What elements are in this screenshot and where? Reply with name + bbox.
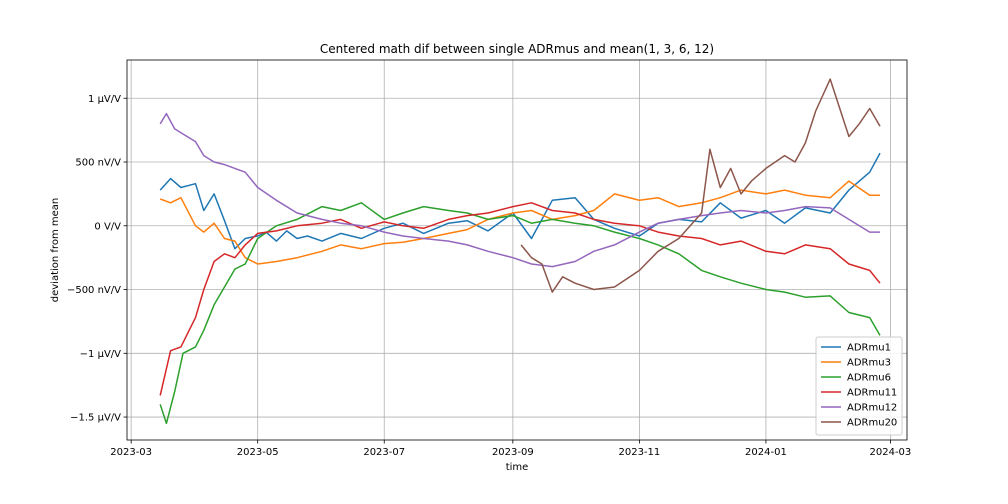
series-lines [159,78,881,425]
legend-label: ADRmu12 [847,403,897,414]
x-tick-label: 2023-03 [110,447,152,458]
legend-label: ADRmu1 [847,343,891,354]
legend-label: ADRmu3 [847,358,891,369]
y-tick-label: 0 V/V [94,221,121,232]
series-line-adrmu11 [159,202,881,396]
x-tick-label: 2023-11 [618,447,660,458]
x-axis-ticks: 2023-03 2023-05 2023-07 2023-09 2023-11 2024-… [110,440,911,458]
x-tick-label: 2023-05 [237,447,279,458]
y-tick-label: 500 nV/V [75,158,121,169]
y-tick-label: −500 nV/V [67,285,121,296]
y-tick-label: 1 µV/V [88,94,121,105]
series-line-adrmu6 [159,202,881,425]
chart-title: Centered math dif between single ADRmus … [320,42,714,56]
legend-label: ADRmu6 [847,373,891,384]
x-axis-label: time [506,462,529,473]
x-tick-label: 2023-09 [492,447,534,458]
x-tick-label: 2024-03 [870,447,912,458]
x-tick-label: 2024-01 [745,447,787,458]
plot-frame [126,59,908,441]
legend-label: ADRmu11 [847,388,897,399]
y-tick-label: −1 µV/V [80,349,121,360]
grid-lines [127,60,907,440]
legend-label: ADRmu20 [847,418,897,429]
y-axis-ticks: −1.5 µV/V −1 µV/V −500 nV/V 0 V/V 500 nV/V 1 … [67,94,127,424]
series-line-adrmu12 [159,112,880,268]
legend: ADRmu1 ADRmu3 ADRmu6 ADRmu11 ADRmu12 ADRmu20 [815,336,903,436]
series-line-adrmu20 [520,78,881,293]
y-tick-label: −1.5 µV/V [70,413,121,424]
series-line-adrmu3 [159,180,880,265]
x-tick-label: 2023-07 [363,447,405,458]
y-axis-label: deviation from mean [50,198,61,302]
series-line-adrmu1 [159,152,881,250]
